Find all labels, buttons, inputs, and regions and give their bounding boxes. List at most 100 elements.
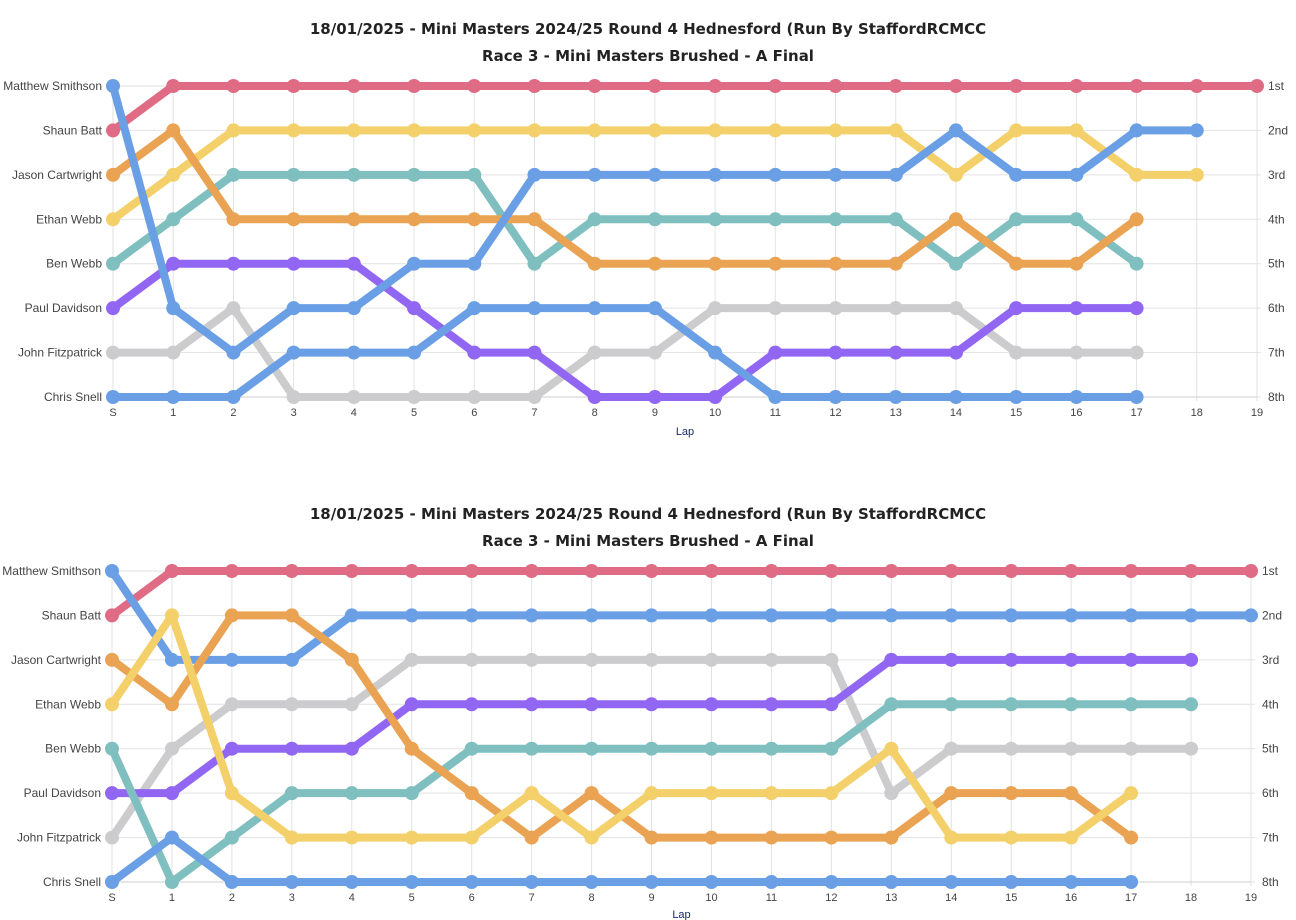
lap-position-point[interactable]: [584, 697, 599, 712]
lap-position-point[interactable]: [1124, 564, 1139, 578]
lap-position-point[interactable]: [527, 79, 542, 93]
lap-position-point[interactable]: [226, 167, 241, 182]
lap-position-point[interactable]: [224, 697, 239, 712]
lap-position-point[interactable]: [944, 786, 959, 801]
lap-position-point[interactable]: [647, 390, 662, 404]
lap-position-point[interactable]: [944, 608, 959, 623]
lap-position-point[interactable]: [1069, 79, 1084, 93]
lap-position-point[interactable]: [1124, 608, 1139, 623]
lap-position-point[interactable]: [166, 79, 181, 93]
lap-position-point[interactable]: [1129, 167, 1144, 182]
lap-position-point[interactable]: [888, 212, 903, 227]
lap-position-point[interactable]: [464, 741, 479, 756]
lap-position-point[interactable]: [105, 830, 119, 845]
lap-position-point[interactable]: [286, 256, 301, 271]
lap-position-point[interactable]: [644, 564, 659, 578]
lap-position-point[interactable]: [1064, 608, 1079, 623]
lap-position-point[interactable]: [1069, 256, 1084, 271]
lap-position-point[interactable]: [407, 256, 422, 271]
lap-position-point[interactable]: [828, 345, 843, 360]
lap-position-point[interactable]: [1189, 123, 1204, 138]
lap-position-point[interactable]: [1009, 345, 1024, 360]
lap-position-point[interactable]: [764, 741, 779, 756]
lap-position-point[interactable]: [464, 830, 479, 845]
lap-position-point[interactable]: [888, 390, 903, 404]
lap-position-point[interactable]: [647, 212, 662, 227]
lap-position-point[interactable]: [1069, 301, 1084, 316]
lap-position-point[interactable]: [644, 741, 659, 756]
lap-position-point[interactable]: [828, 301, 843, 316]
lap-position-point[interactable]: [284, 830, 299, 845]
lap-position-point[interactable]: [284, 875, 299, 889]
lap-position-point[interactable]: [824, 608, 839, 623]
lap-position-point[interactable]: [524, 652, 539, 667]
lap-position-point[interactable]: [704, 652, 719, 667]
lap-position-point[interactable]: [464, 786, 479, 801]
lap-position-point[interactable]: [708, 256, 723, 271]
lap-position-point[interactable]: [344, 741, 359, 756]
lap-position-point[interactable]: [106, 301, 120, 316]
lap-position-point[interactable]: [1004, 608, 1019, 623]
lap-position-point[interactable]: [704, 608, 719, 623]
lap-position-point[interactable]: [404, 830, 419, 845]
lap-position-point[interactable]: [1069, 123, 1084, 138]
lap-position-point[interactable]: [1124, 652, 1139, 667]
lap-position-point[interactable]: [884, 786, 899, 801]
lap-position-point[interactable]: [584, 830, 599, 845]
lap-position-point[interactable]: [346, 301, 361, 316]
lap-position-point[interactable]: [704, 830, 719, 845]
lap-position-point[interactable]: [166, 123, 181, 138]
lap-position-point[interactable]: [948, 345, 963, 360]
lap-position-point[interactable]: [164, 697, 179, 712]
lap-position-point[interactable]: [1004, 652, 1019, 667]
lap-position-point[interactable]: [404, 608, 419, 623]
lap-position-point[interactable]: [948, 212, 963, 227]
lap-position-point[interactable]: [764, 652, 779, 667]
lap-position-point[interactable]: [704, 697, 719, 712]
lap-position-point[interactable]: [888, 123, 903, 138]
lap-position-point[interactable]: [464, 652, 479, 667]
lap-position-point[interactable]: [587, 79, 602, 93]
lap-position-point[interactable]: [467, 167, 482, 182]
lap-position-point[interactable]: [407, 345, 422, 360]
lap-position-point[interactable]: [164, 786, 179, 801]
lap-position-point[interactable]: [284, 786, 299, 801]
lap-position-point[interactable]: [644, 608, 659, 623]
lap-position-point[interactable]: [527, 167, 542, 182]
lap-position-point[interactable]: [407, 212, 422, 227]
lap-position-point[interactable]: [286, 167, 301, 182]
lap-position-point[interactable]: [286, 301, 301, 316]
lap-position-point[interactable]: [647, 123, 662, 138]
lap-position-point[interactable]: [1184, 697, 1199, 712]
lap-position-point[interactable]: [286, 212, 301, 227]
lap-position-point[interactable]: [884, 741, 899, 756]
lap-position-point[interactable]: [888, 301, 903, 316]
lap-position-point[interactable]: [944, 652, 959, 667]
lap-position-point[interactable]: [407, 390, 422, 404]
lap-position-point[interactable]: [467, 123, 482, 138]
lap-position-point[interactable]: [587, 301, 602, 316]
lap-position-point[interactable]: [344, 697, 359, 712]
lap-position-point[interactable]: [647, 79, 662, 93]
lap-position-point[interactable]: [284, 697, 299, 712]
lap-position-point[interactable]: [1009, 123, 1024, 138]
lap-position-point[interactable]: [105, 652, 119, 667]
lap-position-point[interactable]: [404, 697, 419, 712]
lap-position-point[interactable]: [527, 212, 542, 227]
lap-position-point[interactable]: [224, 564, 239, 578]
lap-position-point[interactable]: [584, 564, 599, 578]
lap-position-point[interactable]: [828, 256, 843, 271]
lap-position-point[interactable]: [226, 123, 241, 138]
lap-position-point[interactable]: [708, 79, 723, 93]
lap-position-point[interactable]: [407, 301, 422, 316]
lap-position-point[interactable]: [828, 212, 843, 227]
lap-position-point[interactable]: [524, 564, 539, 578]
lap-position-point[interactable]: [708, 123, 723, 138]
lap-position-point[interactable]: [1064, 786, 1079, 801]
lap-position-point[interactable]: [587, 390, 602, 404]
lap-position-point[interactable]: [407, 79, 422, 93]
lap-position-point[interactable]: [524, 786, 539, 801]
lap-position-point[interactable]: [467, 301, 482, 316]
lap-position-point[interactable]: [404, 741, 419, 756]
lap-position-point[interactable]: [166, 390, 181, 404]
